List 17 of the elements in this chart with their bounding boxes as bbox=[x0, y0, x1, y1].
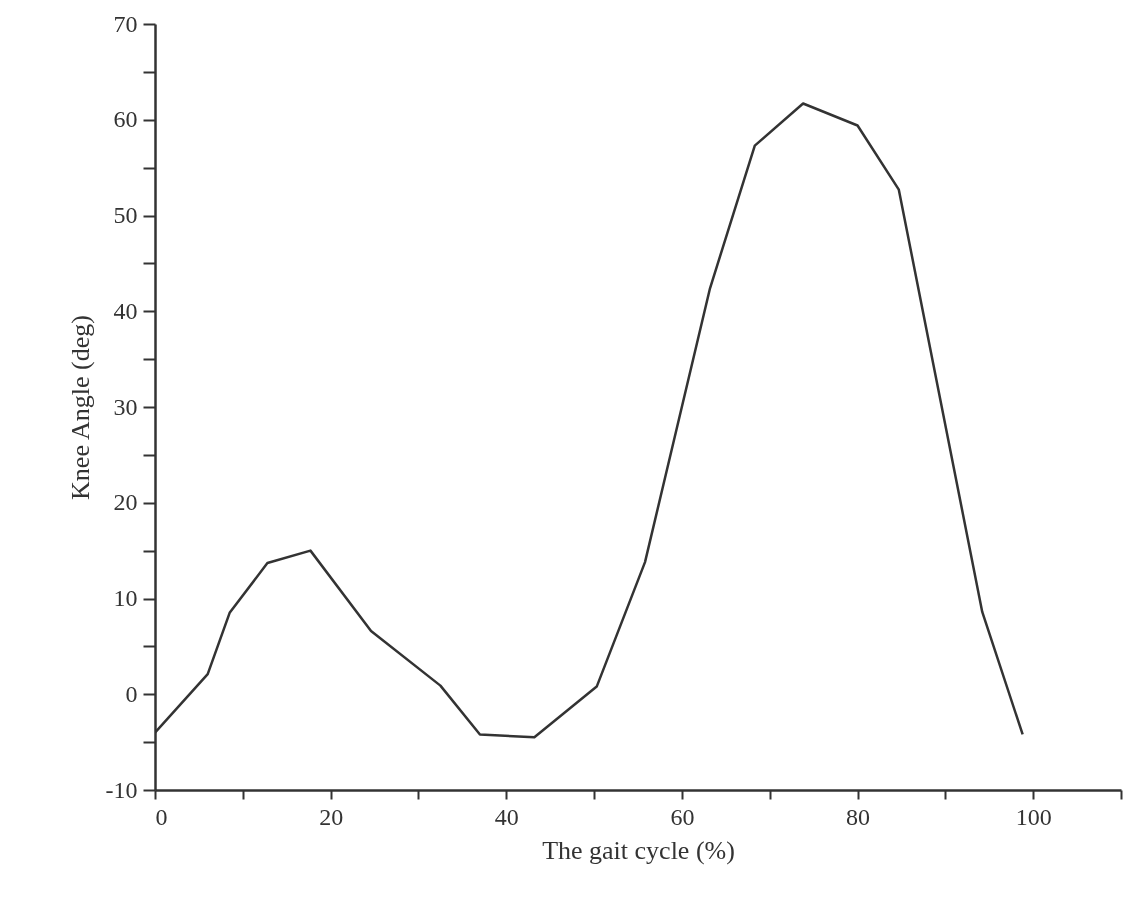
y-tick-label: 10 bbox=[113, 585, 138, 611]
x-axis-title: The gait cycle (%) bbox=[542, 835, 735, 865]
y-tick-label: 70 bbox=[113, 10, 138, 37]
y-tick-label: -10 bbox=[105, 776, 138, 803]
y-tick-label: 30 bbox=[113, 393, 138, 420]
y-tick-label: 20 bbox=[113, 489, 138, 516]
y-tick-label: 50 bbox=[113, 202, 138, 228]
x-tick-label: 100 bbox=[1015, 803, 1052, 830]
y-tick-label: 40 bbox=[113, 297, 138, 324]
x-tick-label: 60 bbox=[670, 803, 695, 830]
x-tick-label: 80 bbox=[846, 803, 871, 830]
y-axis-title: Knee Angle (deg) bbox=[65, 315, 95, 500]
y-tick-label: 60 bbox=[113, 106, 138, 133]
y-tick-label: 0 bbox=[125, 680, 138, 707]
x-tick-label: 20 bbox=[319, 803, 344, 830]
x-tick-label: 0 bbox=[155, 803, 168, 830]
x-tick-label: 40 bbox=[494, 803, 519, 830]
